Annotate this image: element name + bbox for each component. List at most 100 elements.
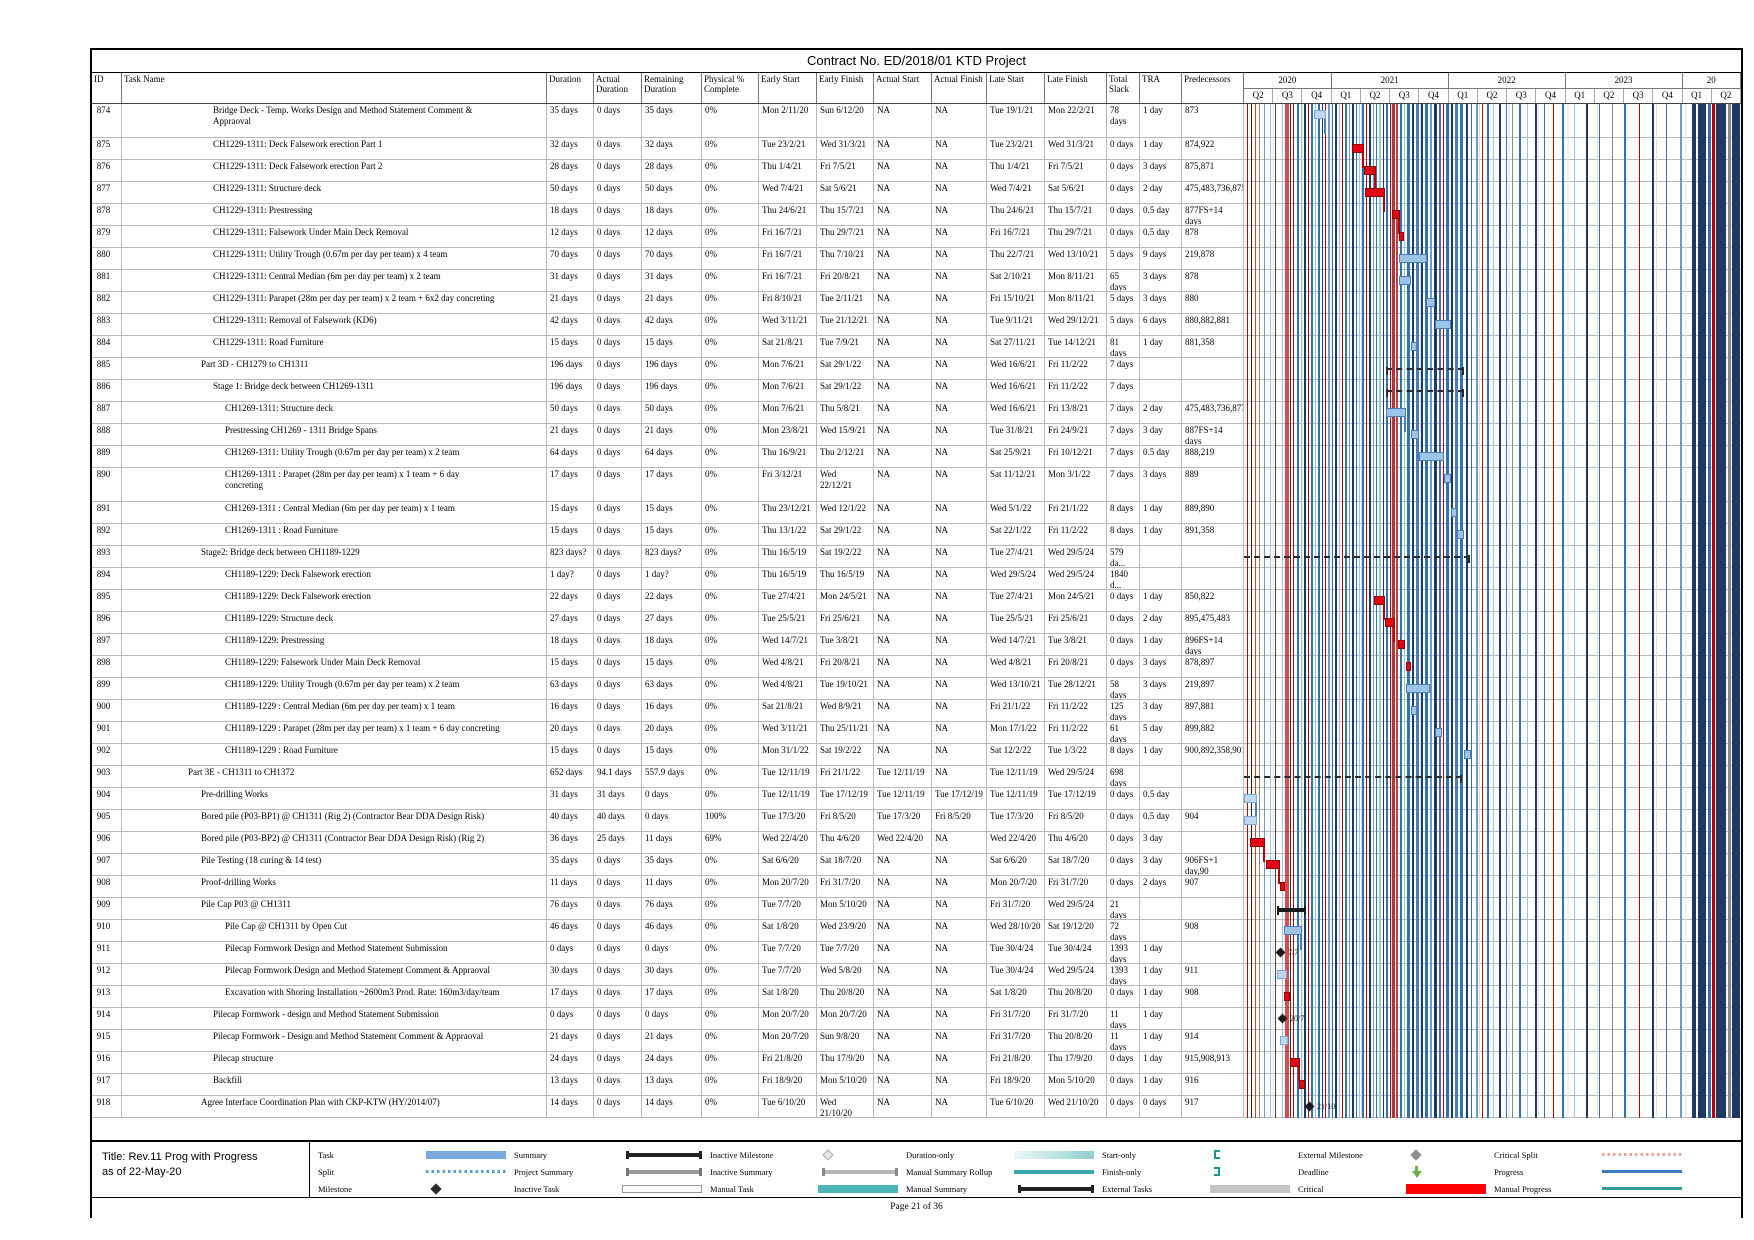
table-row[interactable]: 882 CH1229-1311: Parapet (28m per day per…	[92, 292, 1741, 314]
cell-es: Tue 17/3/20	[759, 810, 817, 831]
summary-bar[interactable]	[1277, 906, 1306, 915]
table-row[interactable]: 904 Pre-drilling Works 31 days 31 days 0 day…	[92, 788, 1741, 810]
table-row[interactable]: 885 Part 3D - CH1279 to CH1311 196 days 0 d…	[92, 358, 1741, 380]
table-row[interactable]: 884 CH1229-1311: Road Furniture 15 days 0 d…	[92, 336, 1741, 358]
task-bar[interactable]	[1399, 276, 1411, 285]
task-bar[interactable]	[1464, 750, 1471, 759]
summary-bar[interactable]	[1244, 775, 1462, 783]
table-row[interactable]: 887 CH1269-1311: Structure deck 50 days 0 d…	[92, 402, 1741, 424]
gantt-vline	[1476, 104, 1478, 1118]
task-bar[interactable]	[1406, 684, 1430, 693]
task-bar[interactable]	[1250, 838, 1265, 862]
page-number: Page 21 of 36	[890, 1202, 943, 1212]
table-row[interactable]: 883 CH1229-1311: Removal of Falsework (KD…	[92, 314, 1741, 336]
cell-pct: 0%	[702, 612, 759, 633]
table-row[interactable]: 917 Backfill 13 days 0 days 13 days 0% Fri 18/…	[92, 1074, 1741, 1096]
gantt-vline	[1430, 104, 1432, 1118]
task-bar[interactable]	[1411, 706, 1417, 715]
cell-dur: 35 days	[547, 854, 594, 875]
milestone-marker[interactable]	[1275, 947, 1286, 958]
task-bar[interactable]	[1284, 926, 1302, 950]
table-row[interactable]: 894 CH1189-1229: Deck Falsework erection 1…	[92, 568, 1741, 590]
task-bar[interactable]	[1280, 882, 1285, 891]
cell-lf: Wed 29/5/24	[1045, 766, 1107, 787]
task-bar[interactable]	[1435, 320, 1451, 329]
table-row[interactable]: 874 Bridge Deck - Temp. Works Design and …	[92, 104, 1741, 138]
task-bar[interactable]	[1444, 474, 1451, 483]
task-bar[interactable]	[1406, 662, 1411, 671]
summary-bar[interactable]	[1244, 555, 1470, 563]
table-row[interactable]: 902 CH1189-1229 : Road Furniture 15 days 0 …	[92, 744, 1741, 766]
table-row[interactable]: 893 Stage2: Bridge deck between CH1189-12…	[92, 546, 1741, 568]
table-row[interactable]: 878 CH1229-1311: Prestressing 18 days 0 day…	[92, 204, 1741, 226]
task-bar[interactable]	[1399, 232, 1404, 241]
table-row[interactable]: 897 CH1189-1229: Prestressing 18 days 0 day…	[92, 634, 1741, 656]
task-bar[interactable]	[1451, 508, 1457, 517]
table-row[interactable]: 912 Pilecap Formwork Design and Method St…	[92, 964, 1741, 986]
table-row[interactable]: 907 Pile Testing (18 curing & 14 test) 35 …	[92, 854, 1741, 876]
table-row[interactable]: 895 CH1189-1229: Deck Falsework erection 2…	[92, 590, 1741, 612]
table-row[interactable]: 879 CH1229-1311: Falsework Under Main Dec…	[92, 226, 1741, 248]
task-bar[interactable]	[1374, 596, 1385, 620]
table-row[interactable]: 908 Proof-drilling Works 11 days 0 days 11 d…	[92, 876, 1741, 898]
table-row[interactable]: 881 CH1229-1311: Central Median (6m per d…	[92, 270, 1741, 292]
table-row[interactable]: 880 CH1229-1311: Utility Trough (0.67m pe…	[92, 248, 1741, 270]
task-bar[interactable]	[1385, 618, 1395, 642]
table-row[interactable]: 911 Pilecap Formwork Design and Method St…	[92, 942, 1741, 964]
task-bar[interactable]	[1299, 1080, 1305, 1089]
task-bar[interactable]	[1426, 298, 1435, 307]
task-bar[interactable]	[1386, 408, 1406, 432]
task-bar[interactable]	[1284, 992, 1290, 1001]
task-bar[interactable]	[1411, 430, 1419, 454]
task-bar[interactable]	[1398, 640, 1405, 649]
task-bar[interactable]	[1352, 144, 1364, 168]
task-bar[interactable]	[1277, 970, 1287, 979]
table-row[interactable]: 903 Part 3E - CH1311 to CH1372 652 days 94.…	[92, 766, 1741, 788]
task-bar[interactable]	[1457, 530, 1464, 539]
table-row[interactable]: 914 Pilecap Formwork - design and Method …	[92, 1008, 1741, 1030]
table-row[interactable]: 905 Bored pile (P03-BP1) @ CH1311 (Rig 2)…	[92, 810, 1741, 832]
task-bar[interactable]	[1411, 342, 1417, 351]
table-row[interactable]: 899 CH1189-1229: Utility Trough (0.67m pe…	[92, 678, 1741, 700]
table-row[interactable]: 915 Pilecap Formwork - Design and Method …	[92, 1030, 1741, 1052]
table-row[interactable]: 901 CH1189-1229 : Parapet (28m per day pe…	[92, 722, 1741, 744]
task-bar[interactable]	[1244, 816, 1257, 825]
table-row[interactable]: 891 CH1269-1311 : Central Median (6m per …	[92, 502, 1741, 524]
task-bar[interactable]	[1365, 188, 1385, 212]
table-row[interactable]: 889 CH1269-1311: Utility Trough (0.67m pe…	[92, 446, 1741, 468]
table-row[interactable]: 877 CH1229-1311: Structure deck 50 days 0 d…	[92, 182, 1741, 204]
table-row[interactable]: 910 Pile Cap @ CH1311 by Open Cut 46 days 0…	[92, 920, 1741, 942]
task-bar[interactable]	[1280, 1036, 1288, 1045]
cell-af: Fri 8/5/20	[932, 810, 987, 831]
cell-adur: 0 days	[594, 502, 642, 523]
table-row[interactable]: 913 Excavation with Shoring Installation …	[92, 986, 1741, 1008]
table-row[interactable]: 909 Pile Cap P03 @ CH1311 76 days 0 days 76 …	[92, 898, 1741, 920]
table-row[interactable]: 876 CH1229-1311: Deck Falsework erection …	[92, 160, 1741, 182]
task-bar[interactable]	[1314, 110, 1326, 134]
cell-adur: 0 days	[594, 314, 642, 335]
table-row[interactable]: 875 CH1229-1311: Deck Falsework erection …	[92, 138, 1741, 160]
table-row[interactable]: 896 CH1189-1229: Structure deck 27 days 0 d…	[92, 612, 1741, 634]
table-row[interactable]: 892 CH1269-1311 : Road Furniture 15 days 0 …	[92, 524, 1741, 546]
table-row[interactable]: 888 Prestressing CH1269 - 1311 Bridge Spa…	[92, 424, 1741, 446]
table-row[interactable]: 906 Bored pile (P03-BP2) @ CH1311 (Contra…	[92, 832, 1741, 854]
cell-rdur: 12 days	[642, 226, 702, 247]
task-bar[interactable]	[1392, 210, 1400, 234]
task-bar[interactable]	[1419, 452, 1444, 461]
task-bar[interactable]	[1266, 860, 1280, 884]
table-row[interactable]: 916 Pilecap structure 24 days 0 days 24 days…	[92, 1052, 1741, 1074]
task-bar[interactable]	[1399, 254, 1427, 263]
table-row[interactable]: 886 Stage 1: Bridge deck between CH1269-1…	[92, 380, 1741, 402]
task-bar[interactable]	[1244, 794, 1257, 818]
summary-bar[interactable]	[1386, 367, 1464, 375]
task-bar[interactable]	[1364, 166, 1376, 190]
task-bar[interactable]	[1435, 728, 1442, 737]
table-row[interactable]: 898 CH1189-1229: Falsework Under Main Dec…	[92, 656, 1741, 678]
table-row[interactable]: 918 Agree Interface Coordination Plan wit…	[92, 1096, 1741, 1118]
legend-item-label: Critical	[1298, 1183, 1324, 1194]
task-bar[interactable]	[1290, 1058, 1300, 1082]
table-row[interactable]: 890 CH1269-1311 : Parapet (28m per day pe…	[92, 468, 1741, 502]
cell-dur: 17 days	[547, 986, 594, 1007]
summary-bar[interactable]	[1386, 389, 1464, 397]
table-row[interactable]: 900 CH1189-1229 : Central Median (6m per …	[92, 700, 1741, 722]
